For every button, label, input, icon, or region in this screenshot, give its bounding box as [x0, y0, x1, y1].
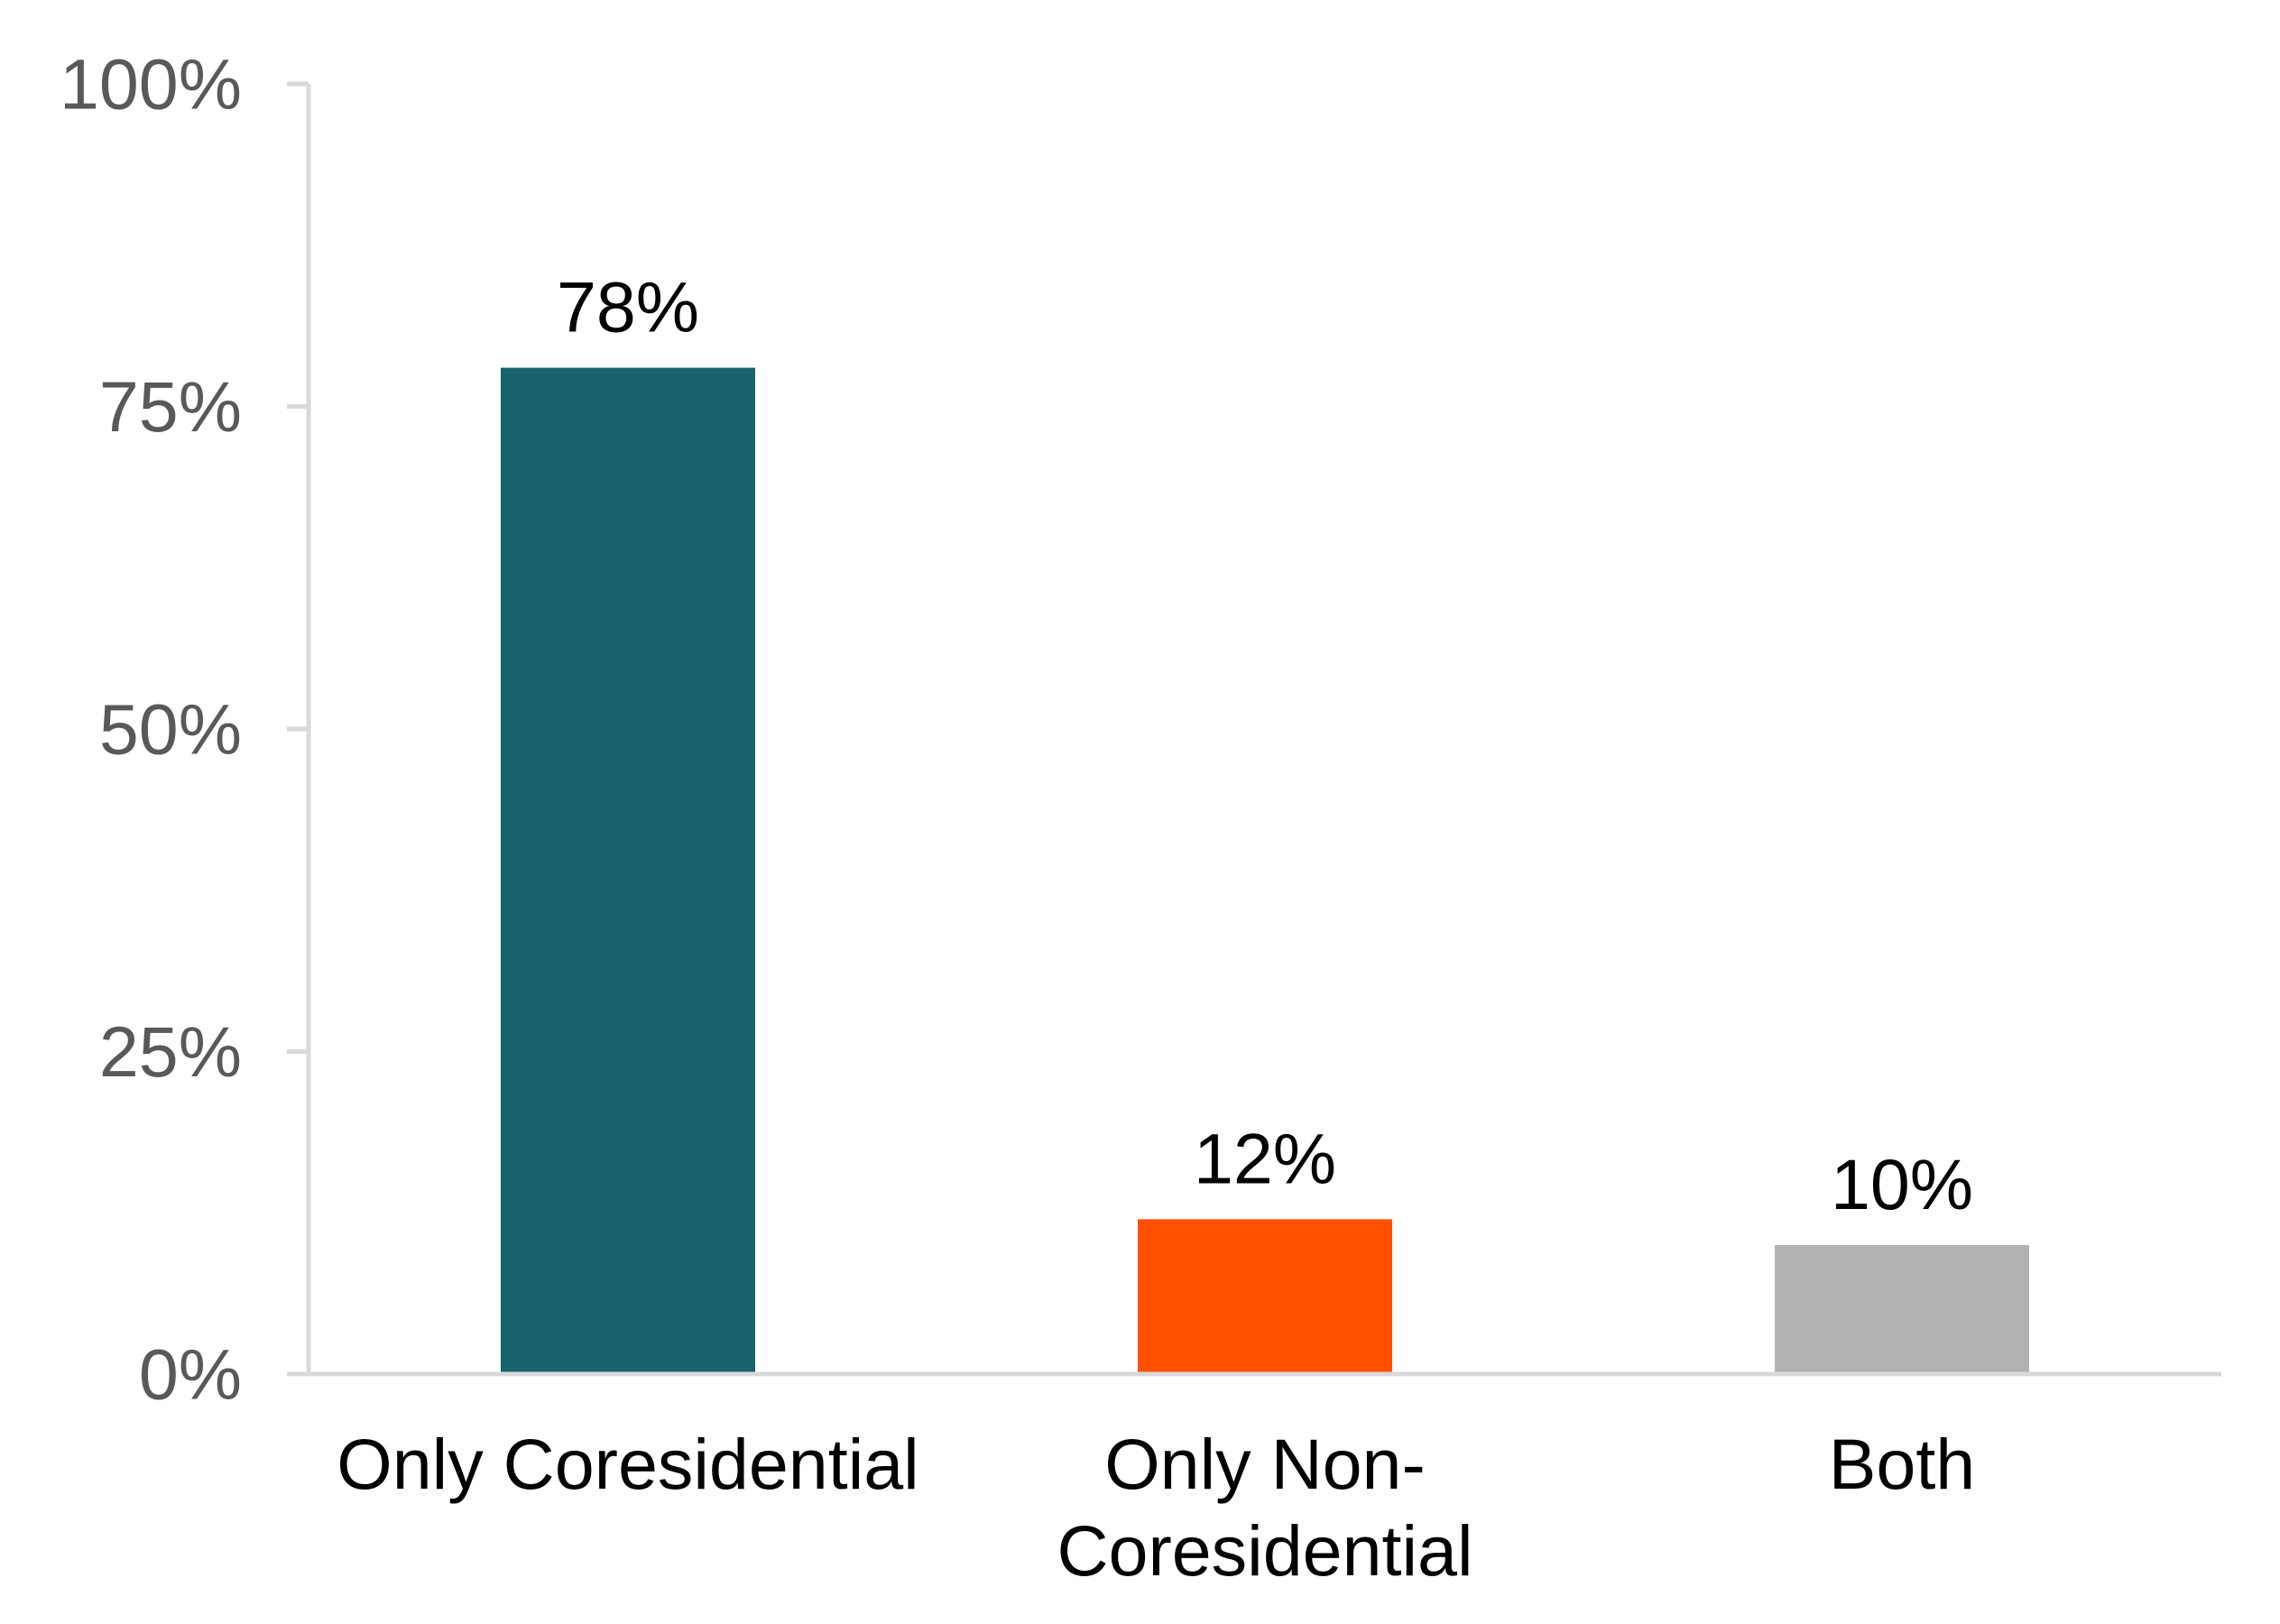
- bars: 78% 12% 10%: [501, 267, 2029, 1375]
- y-tick-label: 50%: [99, 689, 242, 770]
- y-tick-label: 0%: [139, 1334, 242, 1415]
- x-category-label: Only Coresidential: [337, 1424, 918, 1504]
- data-label: 12%: [1194, 1118, 1336, 1198]
- x-category-label: Only Non-: [1104, 1424, 1426, 1504]
- x-category-label: Coresidential: [1057, 1510, 1472, 1591]
- y-axis: 0% 25% 50% 75% 100%: [60, 44, 311, 1415]
- y-tick-label: 25%: [99, 1011, 242, 1092]
- x-axis: Only Coresidential Only Non-Coresidential…: [287, 1371, 2221, 1591]
- x-category-label: Both: [1829, 1424, 1976, 1504]
- y-tick-label: 100%: [60, 44, 242, 125]
- data-label: 10%: [1831, 1144, 1973, 1224]
- bar: [1775, 1245, 2029, 1374]
- data-label: 78%: [557, 267, 699, 347]
- bar: [1138, 1219, 1392, 1374]
- bar: [501, 367, 755, 1375]
- y-tick-label: 75%: [99, 366, 242, 447]
